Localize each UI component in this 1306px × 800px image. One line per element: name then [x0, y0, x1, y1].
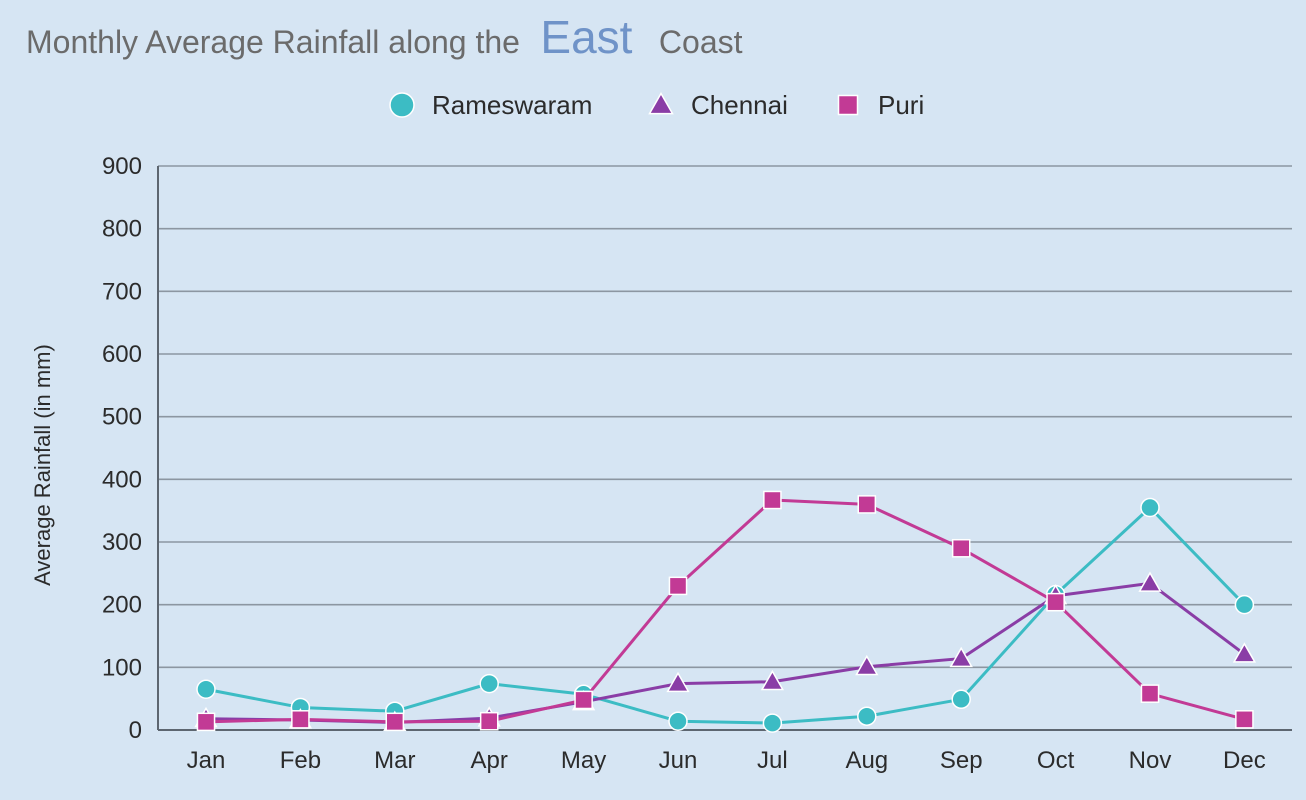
- x-tick-label: Mar: [374, 747, 415, 774]
- data-point-rameswaram: [951, 689, 971, 710]
- x-tick-label: May: [561, 747, 606, 774]
- y-tick-label: 200: [102, 592, 142, 619]
- x-tick-label: Dec: [1223, 747, 1266, 774]
- x-tick-label: Jan: [187, 747, 226, 774]
- x-tick-label: Jul: [757, 747, 788, 774]
- data-point-rameswaram: [762, 713, 783, 733]
- series-rameswaram: [196, 497, 1255, 733]
- legend-item-chennai: Chennai: [648, 90, 788, 120]
- data-point-puri: [574, 690, 593, 710]
- data-point-puri: [1046, 592, 1065, 612]
- y-tick-label: 500: [102, 404, 142, 431]
- x-tick-label: Feb: [280, 747, 321, 774]
- data-point-puri: [1140, 684, 1160, 703]
- data-point-puri: [857, 495, 877, 514]
- y-axis-label: Average Rainfall (in mm): [30, 344, 55, 586]
- legend-marker-square: [837, 94, 859, 116]
- data-point-rameswaram: [1234, 594, 1255, 615]
- legend-item-puri: Puri: [837, 90, 924, 120]
- y-tick-label: 700: [102, 278, 142, 305]
- series-line-rameswaram: [205, 506, 1246, 725]
- data-point-rameswaram: [1140, 497, 1160, 518]
- chart-title: Monthly Average Rainfall along the East …: [26, 11, 743, 63]
- x-tick-label: Apr: [471, 747, 508, 774]
- y-tick-label: 400: [102, 466, 142, 493]
- chart-title-highlight: East: [540, 11, 632, 63]
- legend-marker-circle: [389, 92, 415, 118]
- data-point-rameswaram: [668, 711, 688, 731]
- legend-label: Chennai: [691, 90, 788, 120]
- legend-label: Rameswaram: [432, 90, 592, 120]
- series-puri: [196, 490, 1254, 732]
- legend-label: Puri: [878, 90, 924, 120]
- data-point-puri: [291, 710, 310, 729]
- data-point-puri: [385, 712, 405, 732]
- series-layer: [194, 490, 1257, 733]
- x-tick-label: Aug: [845, 747, 888, 774]
- y-tick-label: 300: [102, 529, 142, 556]
- tick-labels: 0 100 200 300 400 500 600 700 800 900 Jan Feb Mar Apr…: [102, 153, 1266, 774]
- data-point-rameswaram: [479, 673, 499, 694]
- data-point-chennai: [1232, 642, 1257, 663]
- data-point-chennai: [760, 669, 785, 691]
- series-chennai: [194, 571, 1257, 731]
- y-tick-label: 100: [102, 654, 142, 681]
- data-point-chennai: [855, 654, 879, 676]
- y-tick-label: 0: [129, 717, 142, 744]
- legend: Rameswaram Chennai Puri: [389, 90, 924, 120]
- data-point-puri: [479, 711, 499, 731]
- x-tick-label: Jun: [659, 747, 698, 774]
- data-point-chennai: [666, 671, 690, 693]
- y-tick-label: 600: [102, 341, 142, 368]
- legend-marker-triangle: [648, 91, 674, 115]
- data-point-rameswaram: [196, 679, 216, 700]
- x-tick-label: Oct: [1037, 747, 1075, 774]
- data-point-chennai: [1138, 571, 1162, 592]
- data-point-puri: [196, 712, 216, 732]
- data-point-rameswaram: [857, 706, 877, 726]
- chart-title-prefix: Monthly Average Rainfall along the: [26, 24, 520, 60]
- data-point-puri: [1235, 710, 1254, 729]
- x-tick-label: Sep: [940, 747, 983, 774]
- data-point-chennai: [949, 646, 973, 668]
- axes: [157, 166, 1292, 731]
- chart-title-suffix: Coast: [659, 24, 743, 60]
- x-tick-label: Nov: [1129, 747, 1172, 774]
- data-point-puri: [951, 538, 971, 558]
- data-point-puri: [668, 576, 688, 596]
- y-tick-label: 800: [102, 216, 142, 243]
- y-tick-label: 900: [102, 153, 142, 180]
- grid-lines: [158, 165, 1292, 669]
- data-point-puri: [763, 490, 782, 510]
- series-line-puri: [205, 498, 1245, 724]
- legend-item-rameswaram: Rameswaram: [389, 90, 592, 120]
